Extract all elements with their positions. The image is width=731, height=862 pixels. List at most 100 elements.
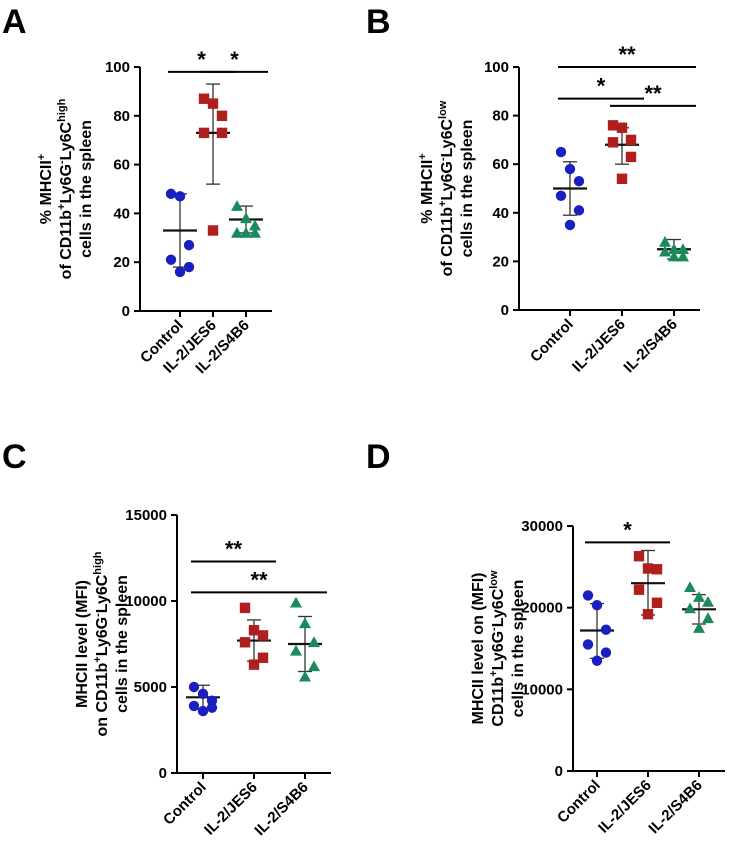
y-axis-label: MHCII level (MFI) on CD11b+Ly6G-Ly6Chighc… bbox=[74, 551, 131, 736]
data-point-jes6 bbox=[216, 127, 228, 139]
data-point-jes6 bbox=[607, 120, 619, 131]
data-point-s4b6 bbox=[702, 595, 714, 607]
panel-letter-a: A bbox=[2, 3, 27, 41]
data-point-jes6 bbox=[633, 551, 645, 562]
y-axis-label-line: % MHCII+ bbox=[417, 153, 436, 223]
data-point-s4b6 bbox=[231, 200, 243, 211]
y-axis-label-line: cells in the spleen bbox=[78, 120, 95, 258]
data-point-control bbox=[197, 705, 209, 717]
y-axis-label-line: of CD11b+Ly6G-Ly6Clow bbox=[437, 100, 456, 276]
significance-label: * bbox=[197, 47, 206, 72]
data-point-jes6 bbox=[207, 225, 219, 236]
y-tick-label: 30000 bbox=[521, 518, 563, 535]
data-point-control bbox=[564, 163, 576, 175]
data-point-s4b6 bbox=[702, 612, 714, 624]
x-category-label: Control bbox=[554, 777, 604, 827]
y-axis-label-line: MHCII level on (MFI) bbox=[470, 573, 487, 725]
data-point-control bbox=[188, 681, 200, 693]
y-tick-label: 0 bbox=[555, 763, 563, 780]
y-tick-label: 40 bbox=[492, 205, 509, 222]
significance-label: ** bbox=[225, 536, 243, 561]
data-point-jes6 bbox=[642, 563, 654, 574]
y-axis-label-line: on CD11b+Ly6G-Ly6Chigh bbox=[92, 551, 111, 736]
significance-label: ** bbox=[250, 567, 268, 592]
x-category-label: Control bbox=[160, 779, 210, 829]
data-point-control bbox=[197, 688, 209, 700]
data-point-jes6 bbox=[651, 597, 663, 608]
data-point-s4b6 bbox=[677, 250, 689, 262]
panel-d-chart: 0 10000 20000 30000 ControlIL-2/JES6IL-2/S4B… bbox=[470, 517, 725, 837]
y-tick-label: 100 bbox=[105, 59, 130, 76]
data-point-control bbox=[188, 700, 200, 712]
data-point-jes6 bbox=[239, 637, 251, 648]
data-point-s4b6 bbox=[240, 212, 252, 224]
y-tick-label: 15000 bbox=[125, 507, 167, 524]
data-point-control bbox=[600, 624, 612, 635]
data-point-control bbox=[183, 239, 195, 251]
y-tick-label: 5000 bbox=[134, 679, 167, 696]
data-point-control bbox=[183, 261, 195, 273]
data-point-s4b6 bbox=[240, 226, 252, 238]
data-point-s4b6 bbox=[299, 670, 311, 682]
y-tick-label: 80 bbox=[492, 108, 509, 125]
panel-letter-b: B bbox=[366, 3, 391, 41]
y-tick-label: 80 bbox=[113, 108, 130, 125]
y-axis-label-line: MHCII level (MFI) bbox=[74, 580, 91, 708]
x-category-label: IL-2/S4B6 bbox=[645, 777, 705, 837]
data-point-jes6 bbox=[198, 93, 210, 104]
data-point-s4b6 bbox=[668, 243, 680, 255]
data-point-jes6 bbox=[198, 127, 210, 139]
data-point-s4b6 bbox=[299, 617, 311, 629]
data-point-s4b6 bbox=[693, 622, 705, 633]
data-point-jes6 bbox=[248, 625, 260, 636]
x-category-label: IL-2/S4B6 bbox=[251, 779, 311, 839]
x-category-label: Control bbox=[527, 316, 577, 366]
y-tick-label: 10000 bbox=[521, 681, 563, 698]
x-category-label: IL-2/JES6 bbox=[569, 316, 629, 376]
data-point-s4b6 bbox=[659, 245, 671, 257]
data-point-control bbox=[174, 191, 186, 202]
data-point-s4b6 bbox=[308, 660, 320, 672]
data-point-jes6 bbox=[651, 564, 663, 575]
data-point-jes6 bbox=[642, 609, 654, 620]
y-axis-label-line: cells in the spleen bbox=[459, 120, 476, 258]
data-point-jes6 bbox=[207, 98, 219, 109]
data-point-control bbox=[165, 188, 177, 200]
data-point-control bbox=[582, 639, 594, 650]
data-point-control bbox=[564, 219, 576, 231]
data-point-control bbox=[206, 702, 218, 713]
data-point-s4b6 bbox=[668, 250, 680, 262]
data-point-control bbox=[555, 146, 567, 158]
y-tick-label: 0 bbox=[159, 765, 167, 782]
x-category-label: IL-2/S4B6 bbox=[620, 316, 680, 376]
y-tick-label: 100 bbox=[484, 59, 509, 76]
significance-label: ** bbox=[644, 81, 662, 106]
y-axis-label-line: cells in the spleen bbox=[114, 575, 131, 713]
data-point-jes6 bbox=[616, 122, 628, 133]
y-axis-label-line: of CD11b+Ly6G-Ly6Chigh bbox=[56, 98, 75, 279]
data-point-s4b6 bbox=[659, 235, 671, 247]
data-point-jes6 bbox=[607, 137, 619, 148]
significance-label: * bbox=[597, 74, 606, 99]
y-tick-label: 10000 bbox=[125, 593, 167, 610]
data-point-control bbox=[573, 176, 585, 187]
panel-letter-c: C bbox=[2, 438, 27, 476]
data-point-control bbox=[591, 655, 603, 666]
data-point-s4b6 bbox=[677, 243, 689, 255]
y-tick-label: 20 bbox=[113, 254, 130, 271]
data-point-s4b6 bbox=[693, 591, 705, 602]
y-axis-label: MHCII level on (MFI) CD11b+Ly6G-Ly6Clowce… bbox=[470, 570, 527, 727]
y-axis-label-line: cells in the spleen bbox=[510, 580, 527, 718]
y-tick-label: 20 bbox=[492, 253, 509, 270]
y-axis-label-line: CD11b+Ly6G-Ly6Clow bbox=[488, 570, 507, 727]
y-axis-label-line: % MHCII+ bbox=[36, 154, 55, 224]
data-point-jes6 bbox=[248, 659, 260, 670]
y-tick-label: 20000 bbox=[521, 600, 563, 617]
data-point-control bbox=[582, 590, 594, 601]
data-point-jes6 bbox=[257, 652, 269, 663]
data-point-jes6 bbox=[633, 584, 645, 595]
